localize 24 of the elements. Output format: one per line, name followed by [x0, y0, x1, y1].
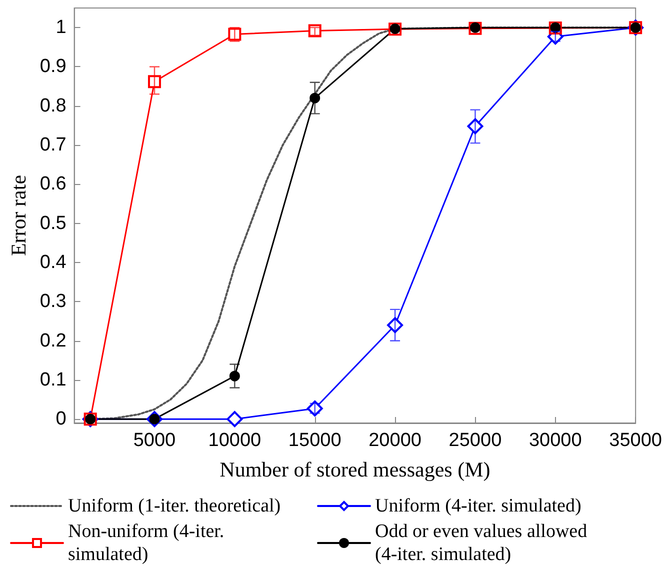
- y-tick-label: 0.7: [40, 134, 66, 156]
- y-tick-label: 0.2: [40, 330, 66, 352]
- y-tick-label: 0.4: [40, 252, 67, 273]
- legend-label: Non-uniform (4-iter. simulated): [68, 521, 229, 565]
- x-axis-title: Number of stored messages (M): [220, 458, 490, 482]
- y-tick-label: 1: [56, 17, 66, 38]
- legend-label: Uniform (1-iter. theoretical): [68, 496, 281, 516]
- x-tick-label: 20000: [368, 430, 422, 451]
- x-tick-label: 10000: [208, 430, 262, 451]
- legend-label: Odd or even values allowed (4-iter. simulated): [375, 521, 592, 565]
- x-tick-label: 5000: [133, 430, 176, 451]
- y-tick-label: 0.3: [40, 291, 66, 312]
- x-tick-label: 25000: [448, 430, 502, 451]
- y-tick-label: 0.1: [40, 369, 66, 390]
- x-tick-label: 30000: [528, 430, 582, 451]
- y-tick-label: 0: [56, 408, 66, 430]
- y-tick-label: 0.9: [40, 56, 66, 78]
- x-tick-label: 35000: [609, 430, 662, 451]
- y-tick-label: 0.8: [40, 95, 66, 116]
- y-tick-label: 0.5: [40, 212, 66, 234]
- y-axis-title: Error rate: [6, 174, 30, 256]
- legend-label: Uniform (4-iter. simulated): [375, 496, 582, 516]
- y-tick-label: 0.6: [40, 174, 66, 195]
- x-tick-label: 15000: [288, 430, 342, 451]
